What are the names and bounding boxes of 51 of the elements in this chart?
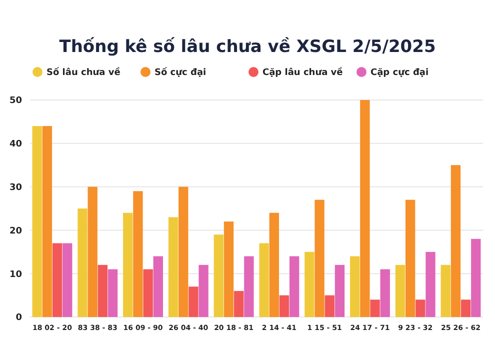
bar [289, 256, 300, 317]
bar [153, 256, 163, 317]
bar [304, 252, 314, 317]
bar [460, 300, 471, 317]
bar [416, 300, 426, 317]
bar [62, 243, 72, 317]
legend-label: Số cực đại [154, 67, 206, 78]
bar [324, 295, 334, 317]
bar [133, 191, 143, 317]
bar [380, 269, 390, 317]
y-tick-label: 50 [9, 96, 22, 106]
y-tick-label: 30 [9, 182, 22, 193]
bar [42, 126, 52, 317]
bar [188, 286, 198, 317]
bar [98, 264, 108, 317]
chart-title: Thống kê số lâu chưa về XSGL 2/5/2025 [59, 37, 436, 57]
bar [224, 222, 234, 317]
bar [168, 217, 178, 317]
bar [471, 238, 481, 317]
legend-label: Cặp lâu chưa về [262, 67, 343, 78]
legend-label: Số lâu chưa về [46, 67, 120, 78]
bar [244, 256, 254, 317]
bar [78, 208, 88, 317]
y-tick-label: 10 [9, 270, 22, 280]
bar [450, 165, 461, 317]
bar [405, 200, 416, 317]
bar [123, 212, 133, 317]
bar [214, 234, 224, 317]
bar [334, 264, 345, 317]
bar [234, 290, 244, 317]
y-tick-label: 20 [9, 226, 22, 236]
bar [314, 200, 324, 317]
bar [426, 252, 436, 317]
bar [52, 243, 62, 317]
bar [143, 269, 153, 317]
bar [259, 243, 269, 317]
bar [279, 295, 290, 317]
bar [108, 269, 118, 317]
bar [440, 264, 450, 317]
bar [360, 100, 370, 317]
bar [370, 300, 380, 317]
bar [88, 186, 98, 317]
bar [350, 256, 360, 317]
legend-label: Cặp cực đại [370, 67, 429, 78]
bar [198, 264, 208, 317]
bar [269, 212, 279, 317]
bar [178, 186, 188, 317]
y-tick-label: 0 [16, 313, 22, 324]
y-tick-label: 40 [9, 140, 22, 150]
bar [395, 264, 406, 317]
bar [32, 126, 42, 317]
